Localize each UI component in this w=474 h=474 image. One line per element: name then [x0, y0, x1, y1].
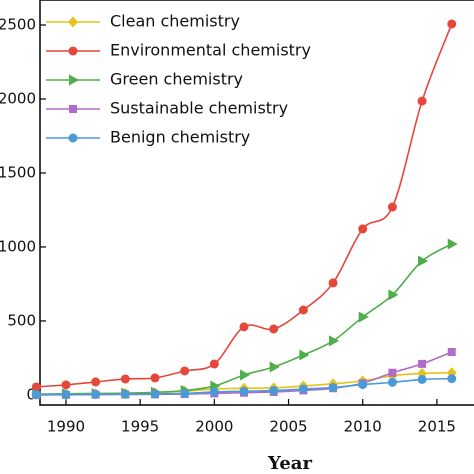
marker: [31, 382, 41, 392]
marker: [388, 289, 399, 301]
x-tick-label: 2015: [418, 418, 456, 436]
marker: [299, 349, 310, 361]
x-tick-label: 1995: [121, 418, 159, 436]
y-tick-label: 0: [26, 385, 36, 403]
marker: [328, 278, 338, 288]
marker: [447, 238, 458, 250]
marker: [358, 311, 369, 323]
y-tick-label: 2000: [0, 89, 36, 107]
x-tick-label: 2000: [195, 418, 233, 436]
x-axis-label: Year: [267, 453, 312, 474]
marker: [447, 374, 457, 384]
marker: [388, 368, 397, 377]
marker: [180, 388, 190, 398]
marker: [150, 389, 160, 399]
marker: [240, 369, 251, 381]
marker: [120, 389, 130, 399]
marker: [68, 16, 78, 28]
marker: [150, 373, 160, 383]
y-tick-label: 500: [7, 311, 36, 329]
y-tick-label: 2500: [0, 16, 36, 34]
marker: [68, 46, 78, 56]
marker: [68, 133, 78, 143]
marker: [447, 348, 456, 357]
marker: [31, 390, 41, 400]
marker: [269, 361, 280, 373]
marker: [417, 374, 427, 384]
marker: [120, 374, 130, 384]
y-tick-label: 1000: [0, 237, 36, 255]
marker: [61, 380, 71, 390]
marker: [269, 385, 279, 395]
x-tick-label: 1990: [47, 418, 85, 436]
marker: [239, 386, 249, 396]
marker: [418, 359, 427, 368]
marker: [209, 387, 219, 397]
marker: [358, 224, 368, 234]
marker: [387, 377, 397, 387]
marker: [358, 380, 368, 390]
marker: [69, 74, 79, 86]
marker: [329, 335, 340, 347]
plot-frame: [39, 0, 474, 406]
y-tick-label: 1500: [0, 163, 36, 181]
legend-label: Green chemistry: [110, 70, 243, 89]
legend-label: Benign chemistry: [110, 128, 250, 147]
marker: [328, 383, 338, 393]
marker: [417, 96, 427, 106]
marker: [298, 305, 308, 315]
legend-label: Clean chemistry: [110, 12, 240, 31]
marker: [447, 19, 457, 29]
legend-label: Environmental chemistry: [110, 41, 311, 60]
marker: [209, 359, 219, 369]
marker: [298, 384, 308, 394]
legend: Clean chemistry Environmental chemistry Gr…: [46, 12, 311, 147]
marker: [91, 377, 101, 387]
marker: [239, 322, 249, 332]
marker: [91, 389, 101, 399]
x-tick-label: 2010: [344, 418, 382, 436]
marker: [69, 105, 77, 113]
marker: [269, 324, 279, 334]
legend-label: Sustainable chemistry: [110, 99, 288, 118]
x-tick-label: 2005: [269, 418, 307, 436]
marker: [180, 366, 190, 376]
marker: [418, 255, 429, 267]
marker: [61, 389, 71, 399]
marker: [387, 202, 397, 212]
